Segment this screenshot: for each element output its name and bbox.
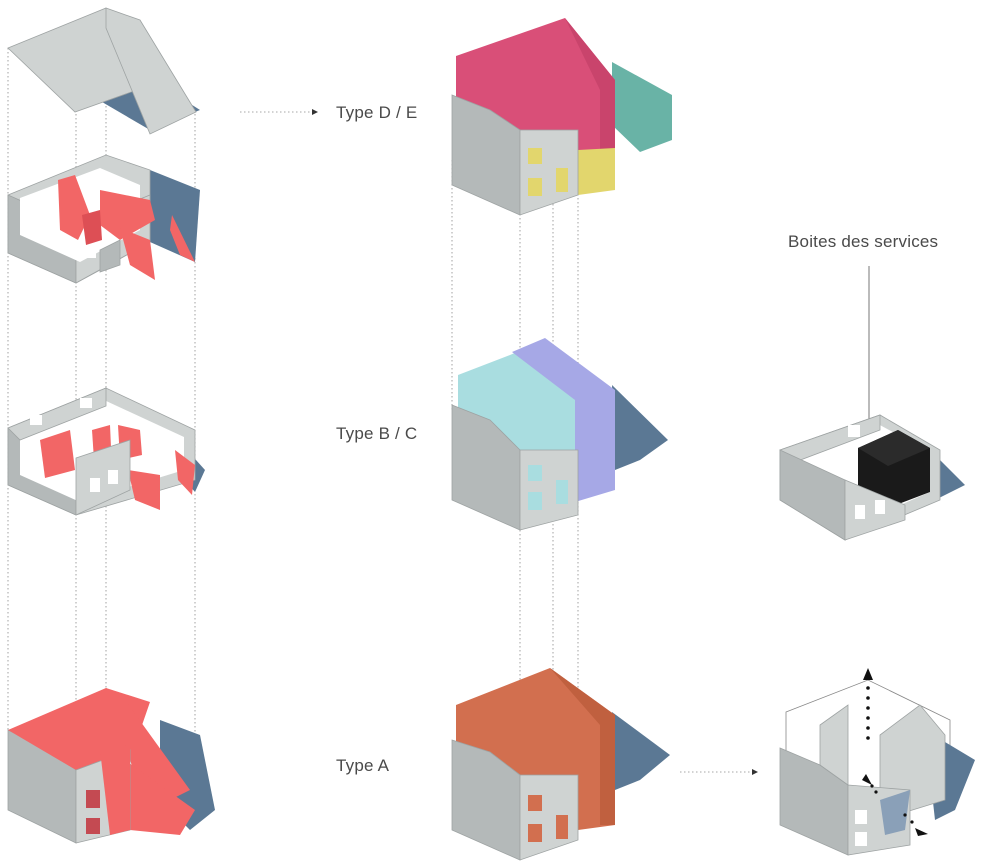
type-de-label: Type D / E <box>336 103 418 122</box>
services-label: Boites des services <box>788 232 939 251</box>
left-upper-floor <box>7 154 200 284</box>
type-bc-volume <box>451 338 668 531</box>
left-full-house <box>7 688 215 844</box>
left-ground-floor <box>7 387 205 516</box>
type-a-volume <box>451 668 670 861</box>
circulation-house <box>779 668 975 856</box>
type-a-label: Type A <box>336 756 390 775</box>
type-de-volume <box>451 18 672 216</box>
type-bc-label: Type B / C <box>336 424 418 443</box>
left-roof <box>7 7 200 135</box>
arrow-top <box>240 109 318 115</box>
services-floor <box>779 266 965 541</box>
arrow-bottom <box>680 769 758 775</box>
